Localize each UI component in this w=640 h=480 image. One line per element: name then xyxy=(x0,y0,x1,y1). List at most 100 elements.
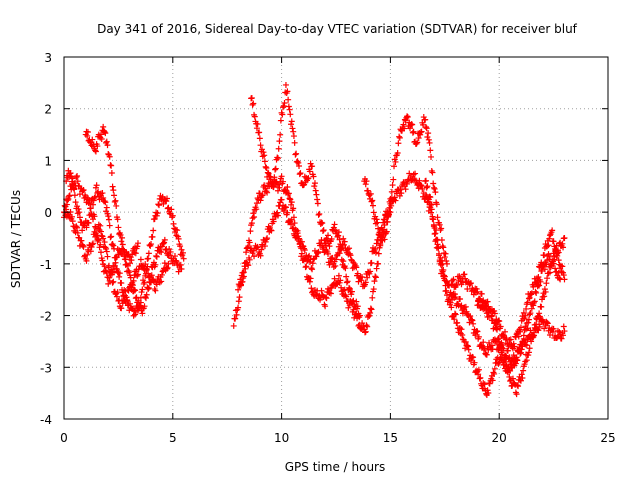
data-point xyxy=(309,163,316,170)
data-point xyxy=(242,265,249,272)
data-point xyxy=(549,227,556,234)
data-point xyxy=(251,214,258,221)
data-point xyxy=(533,289,540,296)
data-point xyxy=(153,253,160,260)
data-point xyxy=(145,255,152,262)
data-point xyxy=(468,316,475,323)
data-point xyxy=(159,268,166,275)
data-point xyxy=(119,234,126,241)
data-point xyxy=(128,286,135,293)
data-point xyxy=(348,288,355,295)
data-point xyxy=(285,96,292,103)
data-point xyxy=(244,244,251,251)
y-tick-label: -3 xyxy=(40,361,52,375)
data-point xyxy=(247,228,254,235)
data-point xyxy=(389,182,396,189)
data-point xyxy=(90,240,97,247)
data-point xyxy=(524,325,531,332)
data-point xyxy=(333,252,340,259)
data-point xyxy=(518,346,525,353)
data-point xyxy=(491,310,498,317)
data-point xyxy=(114,289,121,296)
data-point xyxy=(161,239,168,246)
data-point xyxy=(75,206,82,213)
data-point xyxy=(402,117,409,124)
data-point xyxy=(348,291,355,298)
data-point xyxy=(303,258,310,265)
data-point xyxy=(335,229,342,236)
data-point xyxy=(410,171,417,178)
data-point xyxy=(134,243,141,250)
data-point xyxy=(286,106,293,113)
data-point xyxy=(430,216,437,223)
data-point xyxy=(368,306,375,313)
data-point xyxy=(386,204,393,211)
data-point xyxy=(80,243,87,250)
data-point xyxy=(74,173,81,180)
data-point xyxy=(179,249,186,256)
x-tick-label: 5 xyxy=(169,431,177,445)
data-point xyxy=(537,278,544,285)
data-point xyxy=(101,198,108,205)
chart-title: Day 341 of 2016, Sidereal Day-to-day VTE… xyxy=(97,22,578,36)
data-point xyxy=(480,339,487,346)
data-point xyxy=(78,237,85,244)
data-point xyxy=(257,142,264,149)
data-point xyxy=(105,262,112,269)
data-point xyxy=(441,254,448,261)
data-point xyxy=(523,305,530,312)
data-point xyxy=(265,170,272,177)
data-point xyxy=(555,269,562,276)
data-point xyxy=(87,205,94,212)
data-point xyxy=(292,151,299,158)
data-point xyxy=(419,186,426,193)
data-point xyxy=(541,293,548,300)
data-point xyxy=(263,165,270,172)
data-point xyxy=(272,165,279,172)
data-point xyxy=(395,140,402,147)
data-point xyxy=(113,202,120,209)
data-point xyxy=(84,251,91,258)
data-point xyxy=(413,140,420,147)
data-point xyxy=(145,286,152,293)
data-point xyxy=(69,175,76,182)
data-point xyxy=(541,252,548,259)
data-point xyxy=(259,192,266,199)
data-point xyxy=(119,241,126,248)
data-point xyxy=(276,184,283,191)
data-point xyxy=(166,252,173,259)
data-point xyxy=(474,288,481,295)
data-point xyxy=(290,133,297,140)
data-point xyxy=(517,324,524,331)
data-point xyxy=(438,257,445,264)
data-point xyxy=(325,232,332,239)
data-point xyxy=(558,335,565,342)
data-point xyxy=(544,319,551,326)
data-point xyxy=(376,232,383,239)
data-point xyxy=(510,340,517,347)
data-point xyxy=(523,357,530,364)
data-point xyxy=(124,296,131,303)
data-point xyxy=(289,225,296,232)
data-point xyxy=(91,194,98,201)
data-point xyxy=(367,190,374,197)
data-point xyxy=(470,320,477,327)
data-point xyxy=(372,245,379,252)
y-tick-label: -4 xyxy=(40,413,52,427)
data-point xyxy=(488,312,495,319)
data-point xyxy=(287,111,294,118)
data-point xyxy=(256,129,263,136)
data-point xyxy=(359,274,366,281)
data-point xyxy=(518,371,525,378)
data-point xyxy=(464,342,471,349)
data-point xyxy=(67,170,74,177)
data-point xyxy=(261,182,268,189)
data-point xyxy=(364,187,371,194)
data-point xyxy=(123,294,130,301)
data-point xyxy=(288,118,295,125)
data-point xyxy=(448,304,455,311)
data-point xyxy=(545,242,552,249)
data-point xyxy=(428,206,435,213)
data-point xyxy=(71,192,78,199)
data-point xyxy=(127,274,134,281)
